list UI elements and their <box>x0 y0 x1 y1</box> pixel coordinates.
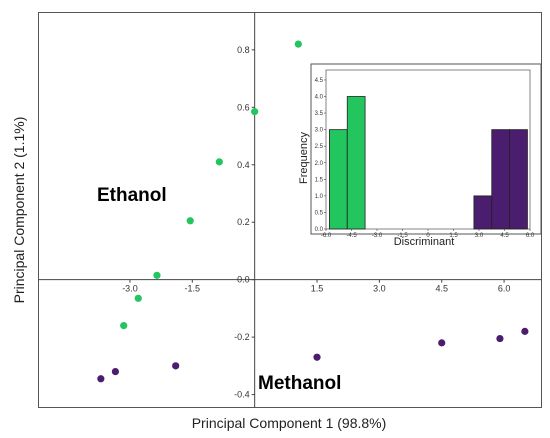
inset-y-tick-label: 1.5 <box>315 177 324 183</box>
y-tick-label: 0.6 <box>237 102 250 112</box>
y-tick-label: 0.8 <box>237 45 250 55</box>
ethanol-group-label: Ethanol <box>97 185 167 206</box>
inset-x-tick-label: 3.0 <box>475 233 484 239</box>
inset-x-tick-label: -6.0 <box>321 233 332 239</box>
inset-x-tick-label: 6.0 <box>526 233 535 239</box>
x-axis-title: Principal Component 1 (98.8%) <box>192 415 387 431</box>
methanol-point <box>496 334 504 343</box>
methanol-histogram-bar <box>509 129 528 230</box>
ethanol-point <box>294 40 302 48</box>
ethanol-point <box>153 271 161 279</box>
x-tick-label: 4.5 <box>435 284 448 294</box>
x-tick-label: 1.5 <box>311 284 324 294</box>
methanol-point <box>111 367 120 376</box>
inset-x-tick-label: -3.0 <box>372 233 383 239</box>
inset-y-tick-label: 3.5 <box>315 111 324 117</box>
inset-y-tick-label: 2.0 <box>315 161 324 167</box>
methanol-point <box>97 375 105 383</box>
ethanol-point <box>120 322 128 330</box>
x-tick-label: -1.5 <box>185 284 201 294</box>
inset-y-axis-title: Frequency <box>298 132 310 184</box>
histogram-inset: -6.0 -4.5 -3.0 -1.5 0 1.5 3.0 4.5 6.0 0.0 0.5 1.0 1.… <box>310 63 542 239</box>
y-axis-title: Principal Component 2 (1.1%) <box>11 117 27 304</box>
inset-y-tick-label: 4.0 <box>315 95 324 101</box>
inset-y-tick-label: 0.5 <box>315 210 324 216</box>
inset-y-tick-label: 2.5 <box>315 144 324 150</box>
inset-x-tick-label: -4.5 <box>346 233 357 239</box>
inset-x-tick-label: -1.5 <box>397 233 408 239</box>
inset-x-axis-title: Discriminant <box>394 236 455 248</box>
ethanol-histogram-bar <box>346 96 366 230</box>
x-tick-label: 3.0 <box>373 284 386 294</box>
y-tick-label: 0.2 <box>237 217 250 227</box>
inset-y-tick-label: 4.5 <box>315 78 324 84</box>
y-tick-label: -0.4 <box>234 390 250 400</box>
methanol-point <box>172 362 180 370</box>
inset-x-tick-label: 1.5 <box>449 233 458 239</box>
inset-x-tick-label: 4.5 <box>500 233 509 239</box>
methanol-point <box>521 327 529 335</box>
ethanol-point <box>215 158 223 166</box>
inset-y-tick-label: 3.0 <box>315 128 324 134</box>
ethanol-point <box>251 108 259 116</box>
ethanol-point <box>134 294 142 302</box>
scatter-layer: -3.0 -1.5 1.5 3.0 4.5 6.0 0.8 0.6 0.4 0.2 0.0 -0.2 -… <box>38 12 542 408</box>
ethanol-histogram-bar <box>328 129 348 230</box>
methanol-group-label: Methanol <box>258 373 341 394</box>
inset-y-tick-label: 0.0 <box>315 227 324 233</box>
inset-x-tick-label: 0 <box>426 233 430 239</box>
y-tick-label: -0.2 <box>234 332 250 342</box>
x-tick-label: 6.0 <box>498 284 511 294</box>
methanol-histogram-bar <box>473 195 493 230</box>
methanol-point <box>313 353 321 361</box>
methanol-histogram-bar <box>491 129 511 230</box>
y-tick-label: 0.0 <box>237 275 250 285</box>
ethanol-point <box>186 217 194 225</box>
y-tick-label: 0.4 <box>237 160 250 170</box>
methanol-point <box>438 339 446 347</box>
inset-y-tick-label: 1.0 <box>315 194 324 200</box>
x-tick-label: -3.0 <box>122 284 138 294</box>
